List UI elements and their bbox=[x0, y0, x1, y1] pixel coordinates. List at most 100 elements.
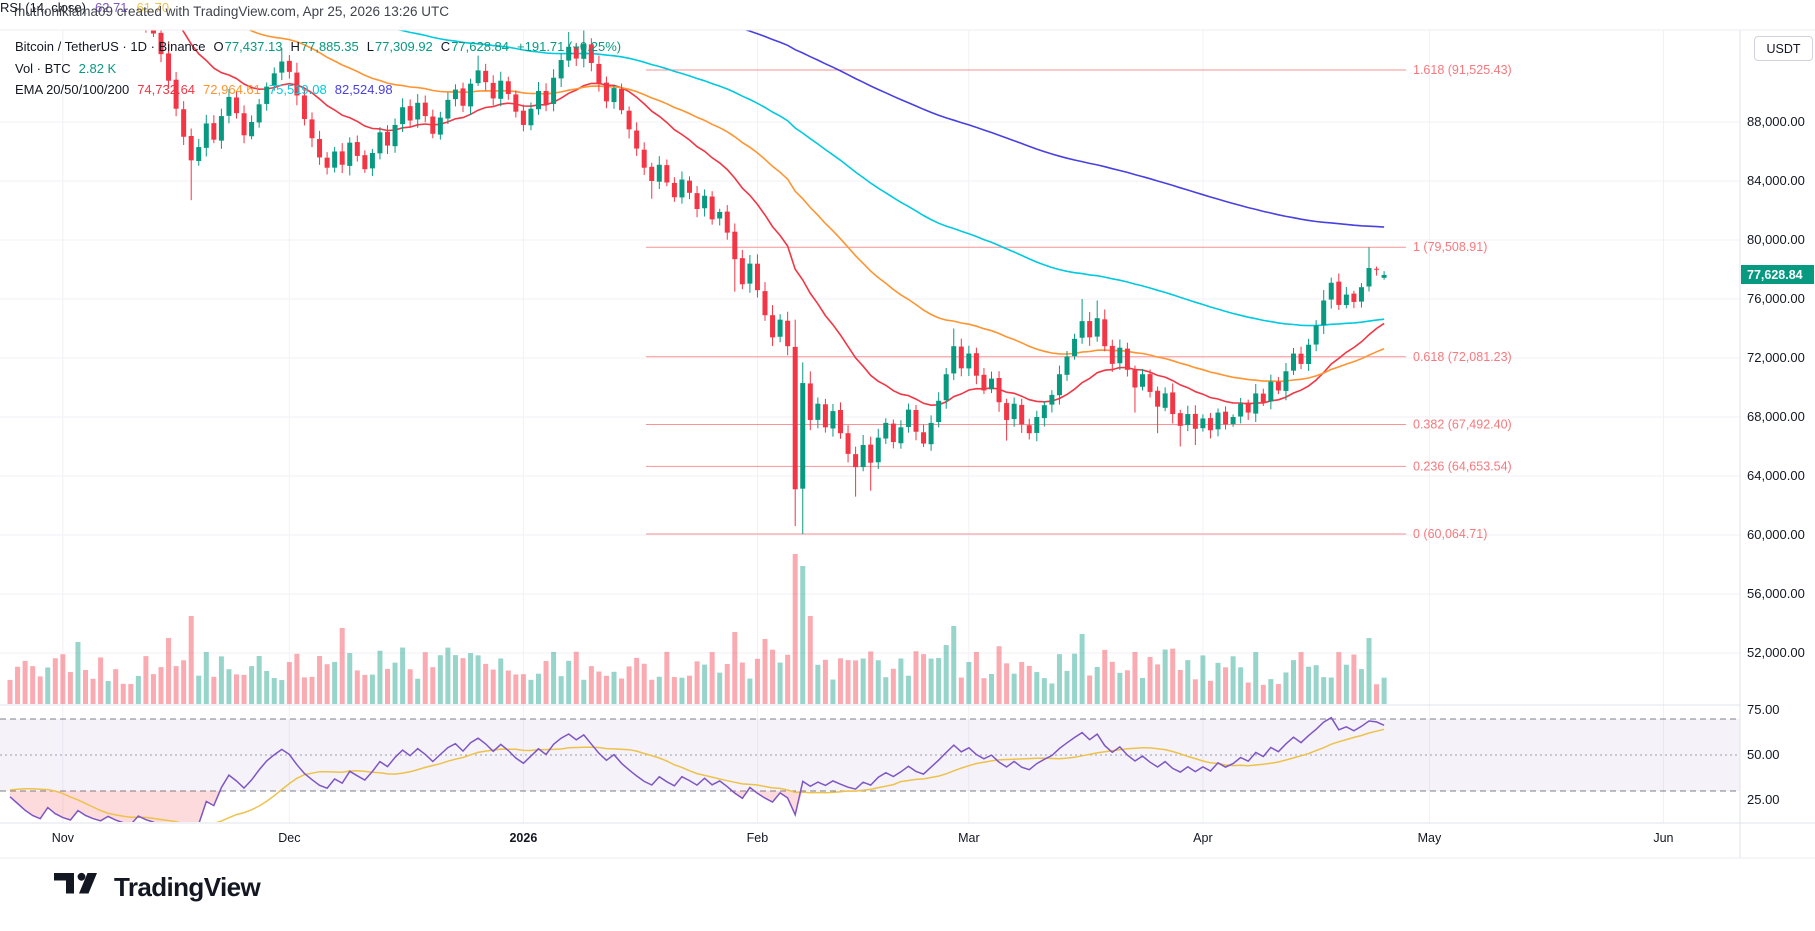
candle-body bbox=[754, 263, 760, 291]
volume-bar bbox=[1004, 663, 1010, 704]
volume-bar bbox=[913, 651, 919, 704]
candle-body bbox=[1124, 348, 1130, 370]
volume-bar bbox=[181, 660, 187, 704]
candle-body bbox=[377, 132, 383, 154]
candle-body bbox=[181, 109, 187, 137]
volume-bar bbox=[1366, 638, 1372, 704]
volume-legend-row[interactable]: Vol · BTC 2.82 K bbox=[15, 61, 116, 76]
candle-body bbox=[973, 353, 979, 376]
volume-bar bbox=[445, 647, 451, 704]
rsi-line bbox=[9, 716, 1385, 822]
candle-body bbox=[664, 165, 670, 183]
fib-label: 0.618 (72,081.23) bbox=[1413, 350, 1512, 364]
candle-body bbox=[1358, 287, 1364, 302]
volume-bar bbox=[739, 662, 745, 704]
volume-bar bbox=[1185, 660, 1191, 704]
currency-toggle-button[interactable]: USDT bbox=[1754, 36, 1813, 61]
volume-bar bbox=[249, 666, 255, 704]
candle-body bbox=[1275, 381, 1281, 391]
ema50-value: 72,964.61 bbox=[203, 82, 261, 97]
candle-body bbox=[113, 6, 118, 13]
volume-bar bbox=[536, 673, 541, 704]
time-axis[interactable] bbox=[0, 823, 1740, 858]
volume-label: Vol · BTC bbox=[15, 61, 71, 76]
volume-bar bbox=[717, 672, 723, 704]
volume-bar bbox=[498, 658, 504, 704]
candle-body bbox=[1374, 268, 1380, 270]
symbol-title: Bitcoin / TetherUS · 1D · Binance bbox=[15, 39, 206, 54]
volume-bar bbox=[709, 652, 715, 704]
close-value: 77,628.84 bbox=[451, 39, 510, 54]
volume-bar bbox=[475, 655, 481, 704]
candle-body bbox=[241, 113, 247, 136]
candle-body bbox=[369, 152, 375, 169]
candle-body bbox=[634, 130, 640, 149]
high-label: H bbox=[290, 39, 300, 54]
ema-legend-row[interactable]: EMA 20/50/100/200 74,732.64 72,964.61 75… bbox=[15, 82, 393, 97]
volume-bar bbox=[973, 652, 979, 704]
volume-bar bbox=[905, 675, 911, 704]
candle-body bbox=[815, 403, 821, 420]
candle-body bbox=[536, 91, 541, 110]
candle-body bbox=[981, 374, 987, 391]
candle-body bbox=[452, 89, 458, 100]
volume-bar bbox=[754, 658, 760, 704]
candle-body bbox=[385, 131, 390, 146]
candle-body bbox=[1056, 374, 1062, 396]
volume-bar bbox=[520, 674, 526, 704]
symbol-legend-row[interactable]: Bitcoin / TetherUS · 1D · Binance O 77,43… bbox=[15, 39, 621, 54]
volume-bar bbox=[656, 676, 662, 704]
volume-bar bbox=[890, 668, 896, 704]
volume-bar bbox=[1117, 672, 1123, 704]
volume-bar bbox=[671, 677, 677, 704]
candle-body bbox=[626, 110, 632, 130]
candle-body bbox=[875, 437, 881, 463]
candle-body bbox=[301, 95, 307, 120]
candle-body bbox=[868, 444, 874, 463]
candle-body bbox=[551, 77, 557, 104]
volume-bar bbox=[996, 646, 1002, 704]
volume-bar bbox=[1102, 649, 1108, 704]
volume-bar bbox=[1049, 683, 1055, 704]
volume-bar bbox=[807, 616, 813, 704]
volume-bar bbox=[490, 669, 496, 704]
price-tick: 64,000.00 bbox=[1747, 468, 1805, 483]
candle-body bbox=[588, 44, 594, 63]
candle-body bbox=[845, 433, 851, 454]
candle-body bbox=[1192, 413, 1198, 429]
time-axis-label: May bbox=[1417, 831, 1442, 845]
ema50-line bbox=[247, 30, 1385, 383]
time-axis-label: Apr bbox=[1193, 831, 1213, 845]
fib-retracement[interactable] bbox=[646, 69, 1406, 535]
candle-body bbox=[694, 193, 700, 210]
rsi-ma-line bbox=[9, 728, 1385, 822]
candle-body bbox=[128, 18, 133, 23]
candle-body bbox=[437, 117, 443, 135]
tradingview-logo-icon bbox=[54, 872, 104, 903]
volume-bar bbox=[135, 675, 141, 704]
candle-body bbox=[98, 2, 103, 7]
volume-bar bbox=[1374, 684, 1380, 704]
volume-bar bbox=[279, 680, 285, 704]
candle-body bbox=[1147, 374, 1153, 392]
volume-bar bbox=[558, 676, 564, 704]
price-tick: 80,000.00 bbox=[1747, 232, 1805, 247]
ema-lines bbox=[181, 30, 1385, 407]
volume-bar bbox=[981, 678, 987, 704]
candle-body bbox=[543, 90, 549, 105]
candle-body bbox=[619, 88, 625, 111]
candle-body bbox=[1321, 300, 1327, 326]
tradingview-logo[interactable]: TradingView bbox=[54, 872, 261, 903]
volume-bar bbox=[853, 660, 859, 704]
candle-body bbox=[513, 94, 519, 112]
price-tick: 88,000.00 bbox=[1747, 114, 1805, 129]
candle-body bbox=[996, 377, 1002, 403]
volume-bar bbox=[1253, 652, 1259, 704]
volume-bar bbox=[1147, 656, 1153, 704]
volume-bar bbox=[45, 667, 51, 704]
volume-bar bbox=[309, 676, 315, 704]
rsi-legend-row[interactable]: RSI (14, close) 62.71 61.70 bbox=[0, 0, 1815, 15]
volume-bar bbox=[234, 674, 239, 704]
candle-body bbox=[883, 422, 889, 439]
